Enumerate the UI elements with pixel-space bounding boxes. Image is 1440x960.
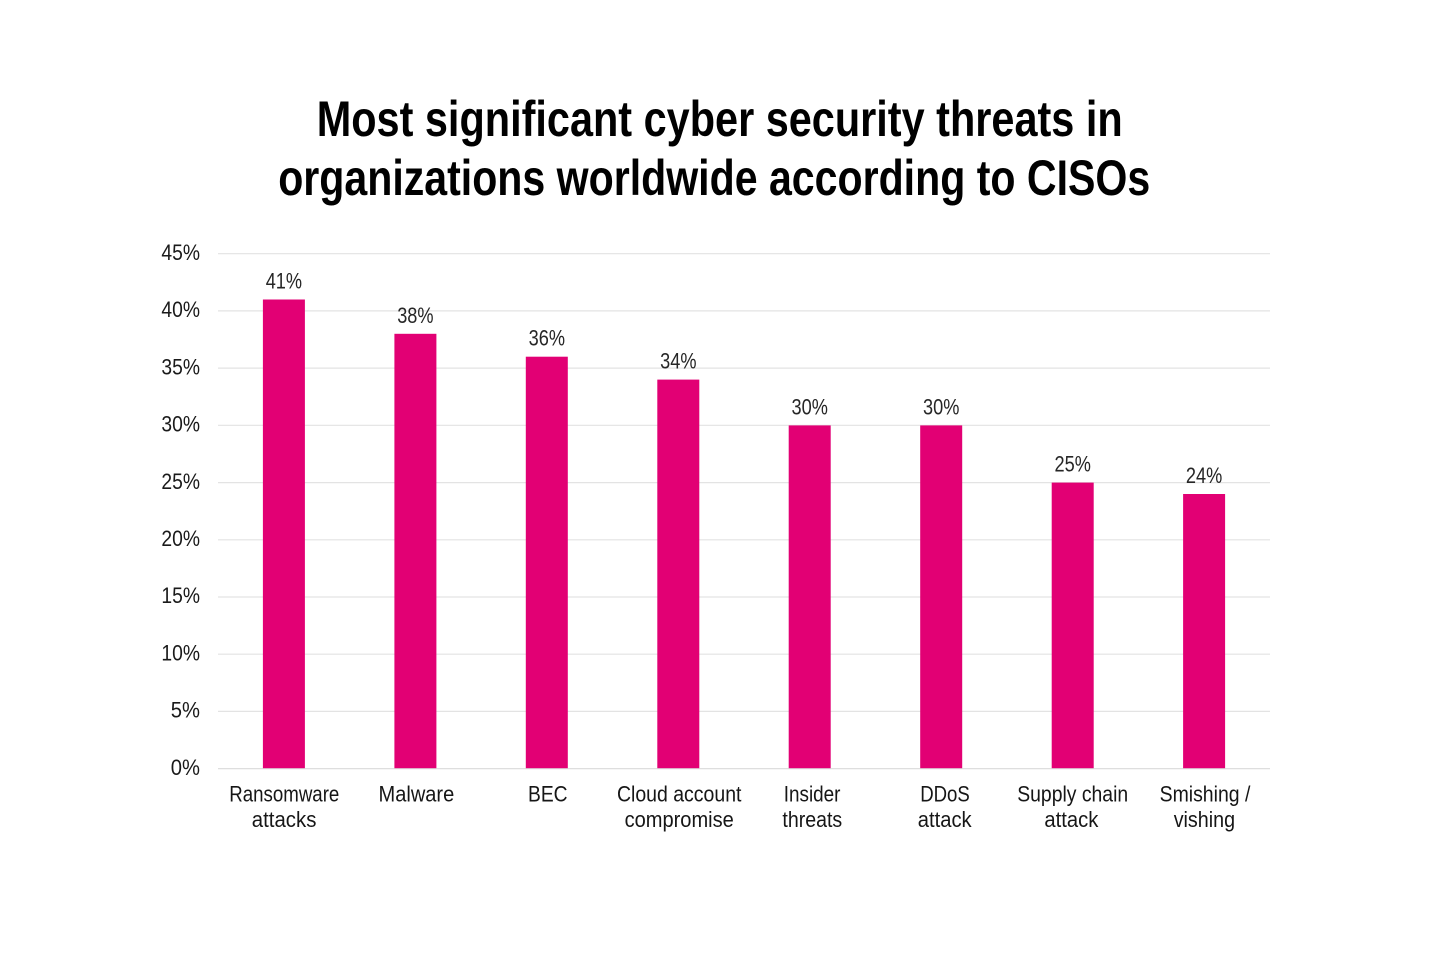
svg-text:attack: attack [1044, 807, 1099, 832]
svg-text:25%: 25% [1055, 452, 1091, 477]
svg-text:compromise: compromise [625, 807, 734, 832]
svg-text:organizations worldwide accord: organizations worldwide according to CIS… [278, 150, 1150, 206]
svg-text:45%: 45% [161, 240, 200, 265]
svg-text:20%: 20% [161, 526, 200, 551]
svg-text:5%: 5% [171, 698, 200, 723]
svg-text:BEC: BEC [528, 782, 568, 807]
svg-text:Supply chain: Supply chain [1017, 782, 1128, 807]
svg-text:41%: 41% [266, 269, 302, 294]
svg-text:30%: 30% [792, 394, 828, 419]
svg-text:38%: 38% [397, 303, 433, 328]
svg-text:25%: 25% [161, 469, 200, 494]
svg-text:24%: 24% [1186, 463, 1222, 488]
svg-text:Insider: Insider [784, 782, 841, 807]
svg-text:30%: 30% [923, 394, 959, 419]
svg-text:10%: 10% [161, 640, 200, 665]
svg-text:15%: 15% [161, 583, 200, 608]
svg-text:attack: attack [918, 807, 973, 832]
svg-text:DDoS: DDoS [920, 782, 970, 807]
svg-text:attacks: attacks [252, 807, 317, 832]
svg-text:Cloud account: Cloud account [617, 782, 742, 807]
svg-text:36%: 36% [529, 326, 565, 351]
svg-text:Smishing /: Smishing / [1160, 782, 1252, 807]
svg-text:40%: 40% [161, 297, 200, 322]
svg-text:30%: 30% [161, 412, 200, 437]
svg-text:0%: 0% [171, 755, 200, 780]
svg-text:Ransomware: Ransomware [229, 782, 339, 807]
svg-text:35%: 35% [161, 354, 200, 379]
svg-text:Malware: Malware [379, 782, 455, 807]
svg-text:34%: 34% [660, 349, 696, 374]
svg-text:vishing: vishing [1174, 807, 1235, 832]
svg-text:threats: threats [782, 807, 842, 832]
svg-text:Most significant cyber securit: Most significant cyber security threats … [317, 91, 1123, 147]
